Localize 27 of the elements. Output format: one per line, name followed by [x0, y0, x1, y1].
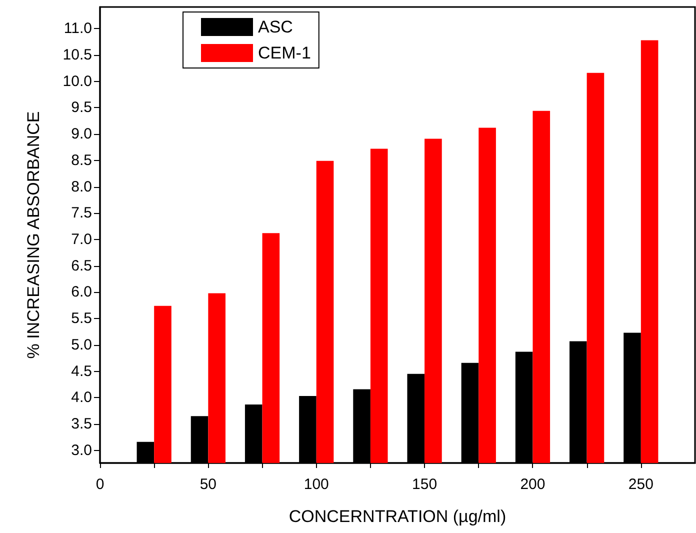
y-tick-label: 3.0 — [71, 442, 92, 459]
y-tick-label: 6.0 — [71, 284, 92, 301]
x-tick-label: 250 — [628, 476, 654, 493]
y-tick-label: 5.0 — [71, 336, 92, 354]
y-tick-label: 8.5 — [71, 152, 92, 169]
y-tick-label: 4.0 — [71, 389, 92, 406]
x-axis-title: CONCERNTRATION (µg/ml) — [288, 507, 506, 526]
y-tick-label: 10.5 — [62, 46, 92, 64]
x-tick-label: 50 — [200, 476, 217, 493]
legend-label: CEM-1 — [258, 44, 311, 62]
x-tick-label: 100 — [304, 476, 329, 493]
y-tick-label: 11.0 — [64, 20, 92, 38]
y-tick-label: 9.0 — [71, 126, 92, 143]
legend-label: ASC — [258, 18, 293, 36]
y-tick-label: 4.5 — [71, 362, 92, 380]
y-tick-label: 7.0 — [71, 230, 92, 248]
x-tick-label: 0 — [96, 476, 104, 493]
y-tick-label: 7.5 — [71, 204, 92, 222]
y-tick-label: 3.5 — [71, 415, 92, 432]
y-tick-label: 10.0 — [62, 72, 92, 90]
y-tick-label: 5.5 — [71, 310, 92, 328]
y-tick-label: 6.5 — [71, 257, 92, 274]
x-tick-label: 150 — [412, 476, 438, 493]
y-tick-label: 9.5 — [71, 99, 92, 116]
y-axis-title: % INCREASING ABSORBANCE — [24, 111, 43, 359]
y-tick-label: 8.0 — [71, 178, 92, 196]
x-tick-label: 200 — [520, 476, 546, 493]
